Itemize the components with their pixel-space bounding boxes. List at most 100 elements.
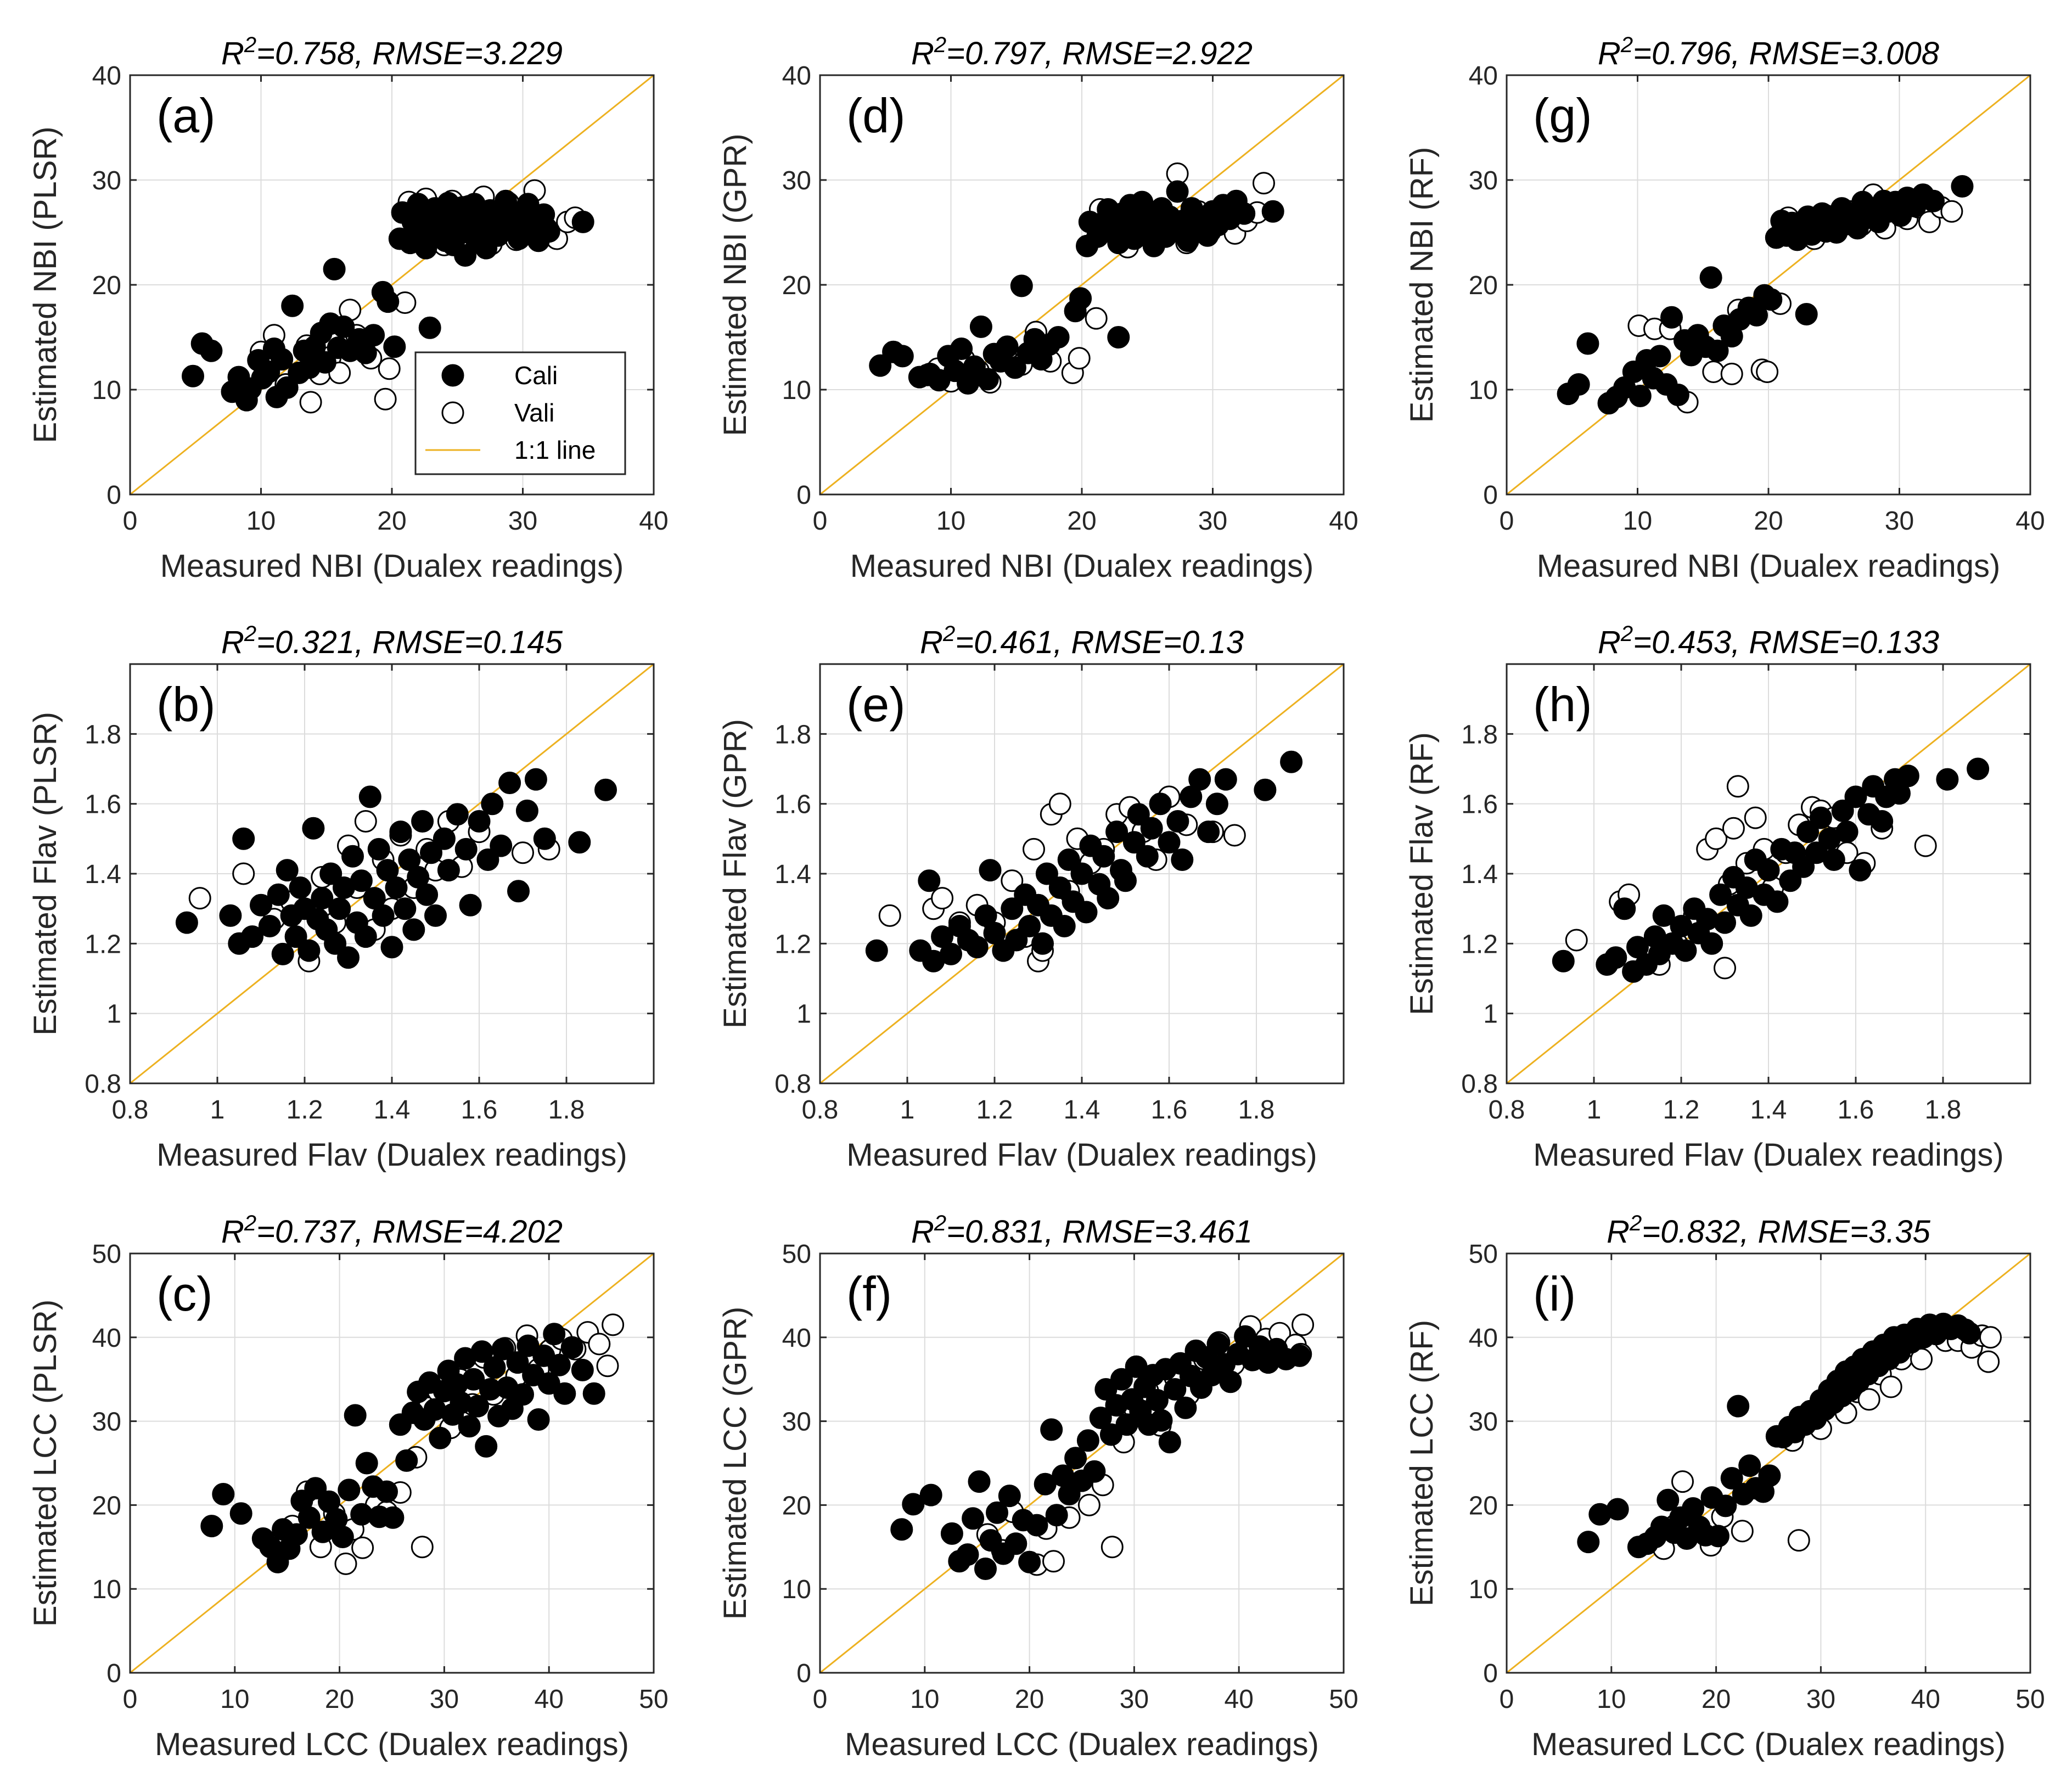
cali-point	[1792, 855, 1815, 878]
vali-point	[1744, 806, 1767, 829]
cali-point	[1040, 1418, 1063, 1441]
cali-point	[1714, 911, 1736, 934]
vali-point	[1940, 200, 1963, 223]
x-tick-label: 10	[1597, 1685, 1626, 1714]
cali-point	[1261, 200, 1284, 223]
cali-point	[313, 351, 336, 374]
vali-point	[334, 1552, 357, 1575]
title-superscript: 2	[1629, 1211, 1642, 1235]
x-tick-label: 30	[1885, 507, 1914, 536]
x-axis-label: Measured LCC (Dualex readings)	[845, 1727, 1319, 1762]
x-tick-label: 1.2	[287, 1095, 323, 1125]
cali-point	[362, 324, 385, 347]
cali-point	[1140, 817, 1163, 840]
cali-point	[229, 1502, 252, 1525]
cali-point	[940, 1522, 963, 1545]
cali-point	[1018, 915, 1041, 937]
cali-point	[1844, 785, 1867, 808]
title-rmse: , RMSE=0.133	[1731, 625, 1939, 660]
vali-point	[1714, 957, 1736, 980]
x-tick-label: 20	[1015, 1685, 1044, 1714]
cali-point	[491, 1337, 514, 1361]
cali-point	[297, 1506, 321, 1529]
cali-point	[1699, 266, 1722, 289]
cali-point	[377, 290, 400, 313]
panel-title: R2=0.453, RMSE=0.133	[1598, 622, 1939, 660]
cali-point	[311, 887, 334, 910]
cali-point	[1766, 890, 1789, 913]
vali-point	[1085, 307, 1108, 330]
x-tick-label: 1.4	[374, 1095, 411, 1125]
cali-point	[974, 1558, 997, 1580]
vali-point	[1100, 1536, 1124, 1559]
vali-point	[1253, 172, 1275, 195]
cali-point	[512, 1383, 534, 1406]
cali-point	[1099, 1423, 1122, 1446]
y-tick-label: 0	[796, 1659, 811, 1688]
y-axis-label: Estimated LCC (GPR)	[717, 1307, 753, 1620]
cali-point	[258, 915, 281, 937]
cali-point	[890, 1518, 913, 1541]
cali-point	[998, 1485, 1021, 1508]
x-tick-label: 50	[1329, 1685, 1358, 1714]
cali-point	[1629, 385, 1652, 407]
x-tick-label: 10	[220, 1685, 249, 1714]
y-tick-label: 1.2	[85, 930, 121, 959]
vali-point	[1914, 834, 1937, 857]
cali-point	[481, 792, 504, 816]
cali-point	[594, 778, 617, 801]
cali-point	[498, 772, 521, 794]
cali-point	[355, 1452, 378, 1475]
vali-point	[1787, 1529, 1810, 1552]
vali-point	[1726, 775, 1749, 798]
cali-point	[289, 876, 312, 899]
cali-point	[389, 820, 412, 844]
cali-point	[527, 1408, 550, 1431]
cali-point	[462, 1368, 485, 1391]
x-tick-label: 0.8	[802, 1095, 839, 1125]
cali-point	[969, 315, 992, 338]
cali-point	[1150, 1409, 1173, 1432]
title-r-letter: R	[221, 36, 244, 71]
cali-point	[1280, 750, 1303, 773]
cali-point	[271, 348, 294, 371]
cali-point	[1809, 806, 1832, 829]
vali-point	[596, 1354, 619, 1378]
x-tick-label: 20	[325, 1685, 354, 1714]
x-tick-label: 50	[2015, 1685, 2045, 1714]
cali-point	[968, 1470, 991, 1493]
cali-point	[304, 1477, 327, 1500]
x-tick-label: 10	[1623, 507, 1652, 536]
cali-point	[1094, 1378, 1118, 1401]
vali-point	[374, 387, 397, 411]
cali-point	[568, 831, 591, 854]
cali-point	[302, 817, 325, 840]
cali-point	[507, 880, 530, 903]
vali-point	[1720, 362, 1743, 385]
title-superscript: 2	[244, 622, 256, 646]
cali-point	[338, 1479, 361, 1502]
x-tick-label: 10	[246, 507, 276, 536]
cali-point	[1105, 820, 1128, 844]
x-tick-label: 30	[1806, 1685, 1835, 1714]
cali-point	[437, 859, 460, 882]
x-tick-label: 0.8	[1489, 1095, 1525, 1125]
cali-point	[1171, 848, 1194, 871]
cali-point	[1796, 820, 1820, 844]
title-r2-value: 0.797	[965, 36, 1046, 71]
cali-point	[459, 893, 482, 917]
x-tick-label: 20	[1754, 507, 1783, 536]
cali-point	[350, 869, 373, 892]
cali-point	[516, 1334, 540, 1357]
y-axis-label: Estimated LCC (RF)	[1404, 1320, 1440, 1606]
panel-label: (g)	[1533, 88, 1592, 143]
cali-point	[285, 1523, 308, 1546]
axes-box	[1506, 1252, 2031, 1674]
cali-point	[1045, 1504, 1068, 1527]
x-tick-label: 20	[377, 507, 406, 536]
title-r-letter: R	[911, 1214, 934, 1250]
x-tick-label: 40	[535, 1685, 564, 1714]
x-tick-label: 0	[123, 1685, 138, 1714]
cali-point	[1166, 180, 1189, 203]
